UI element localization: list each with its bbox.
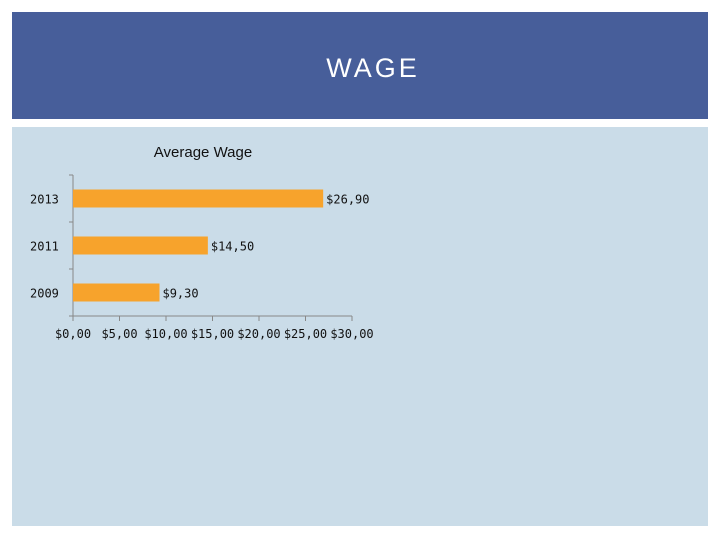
title-band: [12, 12, 708, 119]
bar-2013: [73, 189, 324, 208]
data-label-2009: $9,30: [162, 287, 198, 301]
x-tick-label: $25,00: [284, 327, 327, 341]
axis-layer: $0,00 $5,00 $10,00 $15,00 $20,00 $25,00 $30,00: [55, 174, 374, 341]
bar-2011: [73, 236, 208, 255]
bar-layer: [73, 189, 324, 302]
chart-title: Average Wage: [154, 144, 252, 161]
category-label-2011: 2011: [30, 240, 59, 254]
x-tick-label: $15,00: [191, 327, 234, 341]
x-tick-label: $10,00: [144, 327, 187, 341]
data-label-2013: $26,90: [326, 193, 369, 207]
x-tick-label: $0,00: [55, 327, 91, 341]
slide-title: WAGE: [326, 53, 420, 83]
bar-2009: [73, 283, 160, 302]
category-label-2009: 2009: [30, 287, 59, 301]
x-tick-label: $20,00: [237, 327, 280, 341]
label-layer: 2013 $26,90 2011 $14,50 2009 $9,30: [30, 193, 370, 301]
data-label-2011: $14,50: [211, 240, 254, 254]
x-tick-label: $5,00: [101, 327, 137, 341]
x-tick-label: $30,00: [330, 327, 373, 341]
category-label-2013: 2013: [30, 193, 59, 207]
